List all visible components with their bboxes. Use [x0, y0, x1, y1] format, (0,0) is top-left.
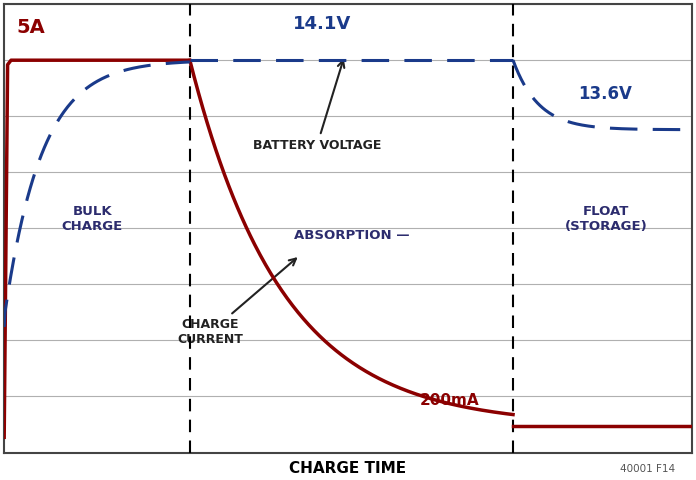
Text: 5A: 5A [17, 18, 45, 36]
Text: ABSORPTION —: ABSORPTION — [294, 228, 409, 241]
Text: 200mA: 200mA [420, 394, 480, 408]
Text: 14.1V: 14.1V [293, 15, 351, 34]
Text: FLOAT
(STORAGE): FLOAT (STORAGE) [564, 205, 647, 233]
Text: 40001 F14: 40001 F14 [620, 464, 675, 474]
X-axis label: CHARGE TIME: CHARGE TIME [290, 461, 406, 476]
Text: BATTERY VOLTAGE: BATTERY VOLTAGE [253, 60, 381, 152]
Text: BULK
CHARGE: BULK CHARGE [61, 205, 122, 233]
Text: 13.6V: 13.6V [578, 85, 632, 103]
Text: CHARGE
CURRENT: CHARGE CURRENT [177, 259, 296, 346]
